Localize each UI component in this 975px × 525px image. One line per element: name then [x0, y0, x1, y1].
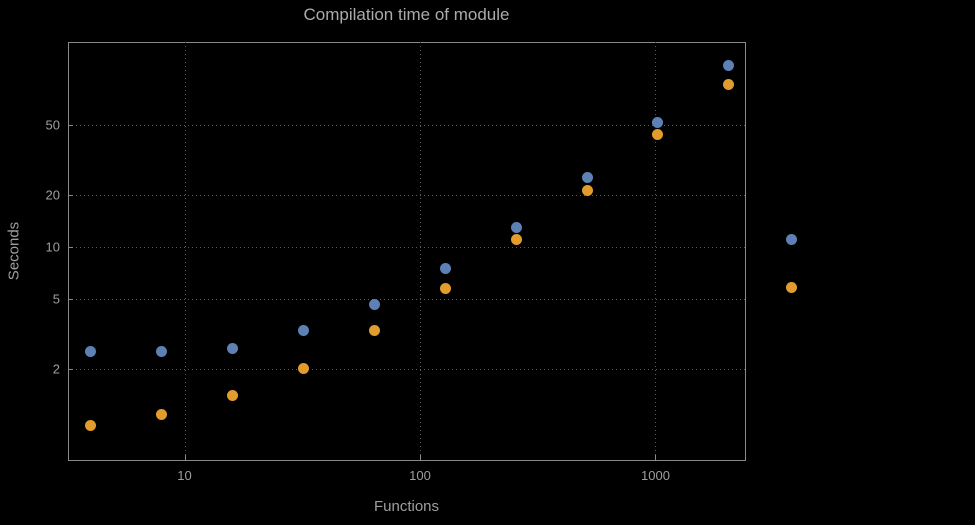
data-point-blue [85, 346, 97, 358]
legend-marker-series2 [786, 282, 797, 293]
data-point-orange [652, 129, 664, 141]
data-point-blue [156, 346, 168, 358]
x-tickmark-100 [419, 455, 421, 460]
data-point-blue [368, 298, 380, 310]
data-point-orange [297, 363, 309, 375]
y-tick-label-20: 20 [45, 187, 60, 203]
data-point-blue [723, 59, 735, 71]
gridline-y-2 [68, 368, 745, 370]
y-tickmark-20 [68, 194, 73, 196]
data-point-orange [227, 390, 239, 402]
x-tick-label-1000: 1000 [641, 468, 670, 483]
x-tick-label-10: 10 [177, 468, 192, 483]
plot-frame [68, 42, 746, 461]
data-point-blue [297, 325, 309, 337]
data-point-orange [581, 185, 593, 197]
y-tickmark-5 [68, 299, 73, 301]
gridline-x-100 [419, 42, 421, 460]
y-tickmark-2 [68, 368, 73, 370]
data-point-blue [439, 263, 451, 275]
chart-title: Compilation time of module [303, 5, 510, 24]
y-tick-label-2: 2 [52, 361, 60, 377]
x-tick-label-100: 100 [409, 468, 431, 483]
gridline-x-10 [184, 42, 186, 460]
data-point-orange [156, 408, 168, 420]
y-tick-label-50: 50 [45, 117, 60, 133]
gridline-y-5 [68, 299, 745, 301]
gridline-y-50 [68, 125, 745, 127]
data-point-blue [652, 116, 664, 128]
legend-marker-series1 [786, 234, 797, 245]
y-tickmark-50 [68, 125, 73, 127]
data-point-orange [368, 325, 380, 337]
y-tick-label-5: 5 [52, 291, 60, 307]
data-point-blue [510, 221, 522, 233]
y-tickmark-10 [68, 247, 73, 248]
data-point-blue [227, 343, 239, 355]
data-point-blue [581, 172, 593, 184]
x-tickmark-1000 [655, 455, 657, 460]
y-tick-label-10: 10 [45, 239, 60, 255]
gridline-y-20 [68, 194, 745, 196]
y-axis-label: Seconds [5, 221, 23, 281]
gridline-y-10 [68, 247, 745, 248]
x-axis-label: Functions [373, 498, 440, 515]
x-tickmark-10 [184, 455, 186, 460]
data-point-orange [439, 282, 451, 294]
data-point-orange [723, 79, 735, 91]
data-point-orange [85, 419, 97, 431]
gridline-x-1000 [655, 42, 657, 460]
data-point-orange [510, 234, 522, 246]
